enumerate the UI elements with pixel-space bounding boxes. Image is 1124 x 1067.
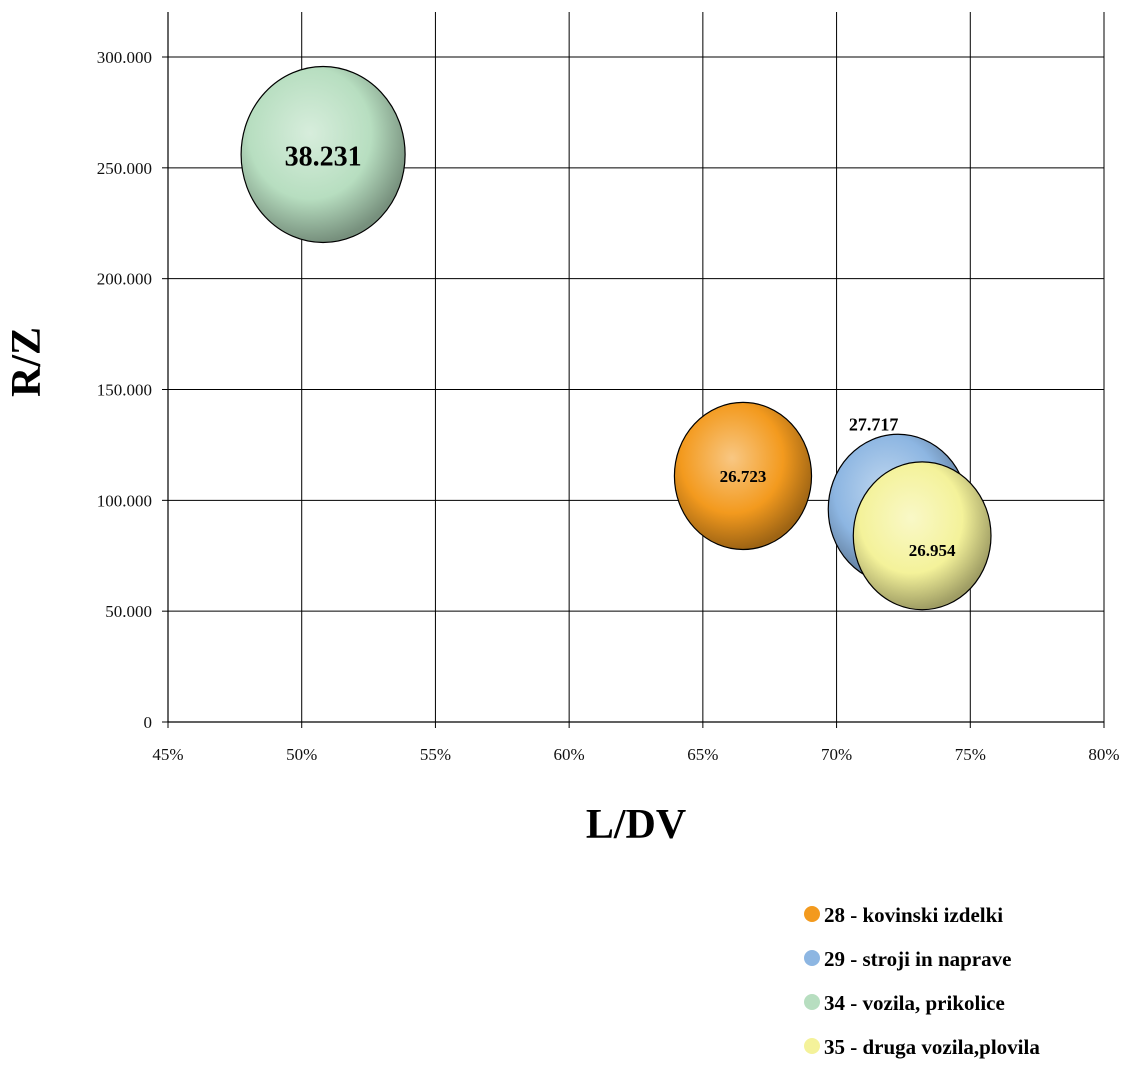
bubble-28 (673, 401, 813, 551)
bubble-35 (852, 461, 992, 611)
legend-marker (804, 994, 820, 1010)
y-tick-label: 100.000 (97, 491, 152, 510)
legend: 28 - kovinski izdelki 29 - stroji in napr… (804, 903, 1040, 1059)
legend-marker (804, 950, 820, 966)
bubble-data-label: 27.717 (849, 414, 899, 434)
bubble-data-label: 26.954 (909, 541, 956, 560)
y-tick-label: 300.000 (97, 48, 152, 67)
x-tick-label: 65% (687, 745, 718, 764)
y-axis-title: R/Z (4, 327, 50, 397)
x-tick-label: 80% (1088, 745, 1119, 764)
x-axis-title: L/DV (586, 802, 686, 848)
x-tick-label: 70% (821, 745, 852, 764)
legend-label: 28 - kovinski izdelki (824, 903, 1003, 927)
bubble-data-label: 38.231 (285, 142, 362, 173)
x-tick-label: 50% (286, 745, 317, 764)
y-tick-label: 50.000 (105, 602, 152, 621)
y-tick-label: 150.000 (97, 381, 152, 400)
x-tick-label: 60% (554, 745, 585, 764)
bubble-34 (240, 65, 406, 244)
x-tick-label: 75% (955, 745, 986, 764)
bubble-labels: 26.723 27.717 38.231 26.954 (285, 142, 956, 560)
x-tick-label: 45% (152, 745, 183, 764)
legend-label: 35 - druga vozila,plovila (824, 1035, 1040, 1059)
legend-marker (804, 1038, 820, 1054)
axes: 45% 50% 55% 60% 65% 70% 75% 80% 0 50.000 100.000 15… (97, 12, 1120, 764)
legend-label: 34 - vozila, prikolice (824, 991, 1005, 1015)
y-tick-label: 200.000 (97, 270, 152, 289)
y-tick-label: 250.000 (97, 159, 152, 178)
gridlines (167, 12, 1105, 723)
legend-label: 29 - stroji in naprave (824, 947, 1011, 971)
bubbles (240, 65, 992, 611)
legend-marker (804, 906, 820, 922)
y-tick-label: 0 (144, 713, 153, 732)
x-tick-label: 55% (420, 745, 451, 764)
bubble-data-label: 26.723 (720, 467, 767, 486)
